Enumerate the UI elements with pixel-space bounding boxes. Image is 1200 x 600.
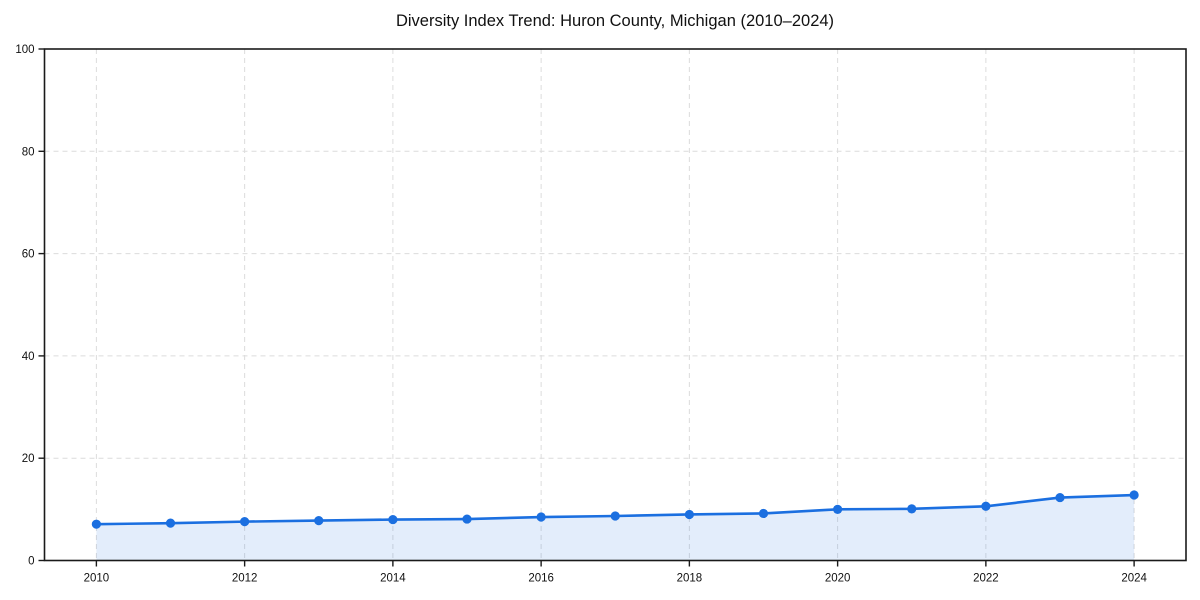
data-point-marker: [1129, 490, 1139, 500]
x-tick-label: 2024: [1121, 573, 1147, 585]
x-tick-label: 2018: [677, 573, 703, 585]
data-point-marker: [610, 511, 620, 521]
data-point-marker: [91, 519, 101, 529]
data-point-marker: [240, 517, 250, 527]
y-tick-label: 20: [22, 453, 35, 465]
y-tick-label: 80: [22, 146, 35, 158]
x-tick-label: 2014: [380, 573, 406, 585]
area-fill: [96, 495, 1135, 561]
y-tick-label: 100: [15, 44, 34, 56]
data-point-marker: [165, 518, 176, 528]
x-tick-label: 2016: [528, 573, 554, 585]
data-point-marker: [758, 508, 769, 519]
x-tick-label: 2022: [973, 573, 999, 585]
x-tick-label: 2012: [232, 573, 258, 585]
plot-border: [43, 48, 1187, 562]
y-tick-label: 0: [28, 556, 34, 568]
data-point-marker: [462, 514, 472, 524]
data-point-marker: [907, 504, 917, 514]
x-tick-label: 2020: [825, 573, 851, 585]
chart-title: Diversity Index Trend: Huron County, Mic…: [395, 12, 835, 30]
data-point-marker: [1055, 492, 1065, 503]
data-point-marker: [388, 514, 398, 525]
data-point-marker: [684, 509, 694, 520]
data-point-marker: [981, 501, 991, 511]
y-tick-label: 60: [22, 249, 35, 261]
y-tick-label: 40: [22, 351, 35, 363]
data-point-marker: [833, 504, 843, 514]
data-point-marker: [314, 516, 324, 526]
data-point-marker: [536, 512, 546, 522]
x-tick-label: 2010: [84, 573, 110, 585]
